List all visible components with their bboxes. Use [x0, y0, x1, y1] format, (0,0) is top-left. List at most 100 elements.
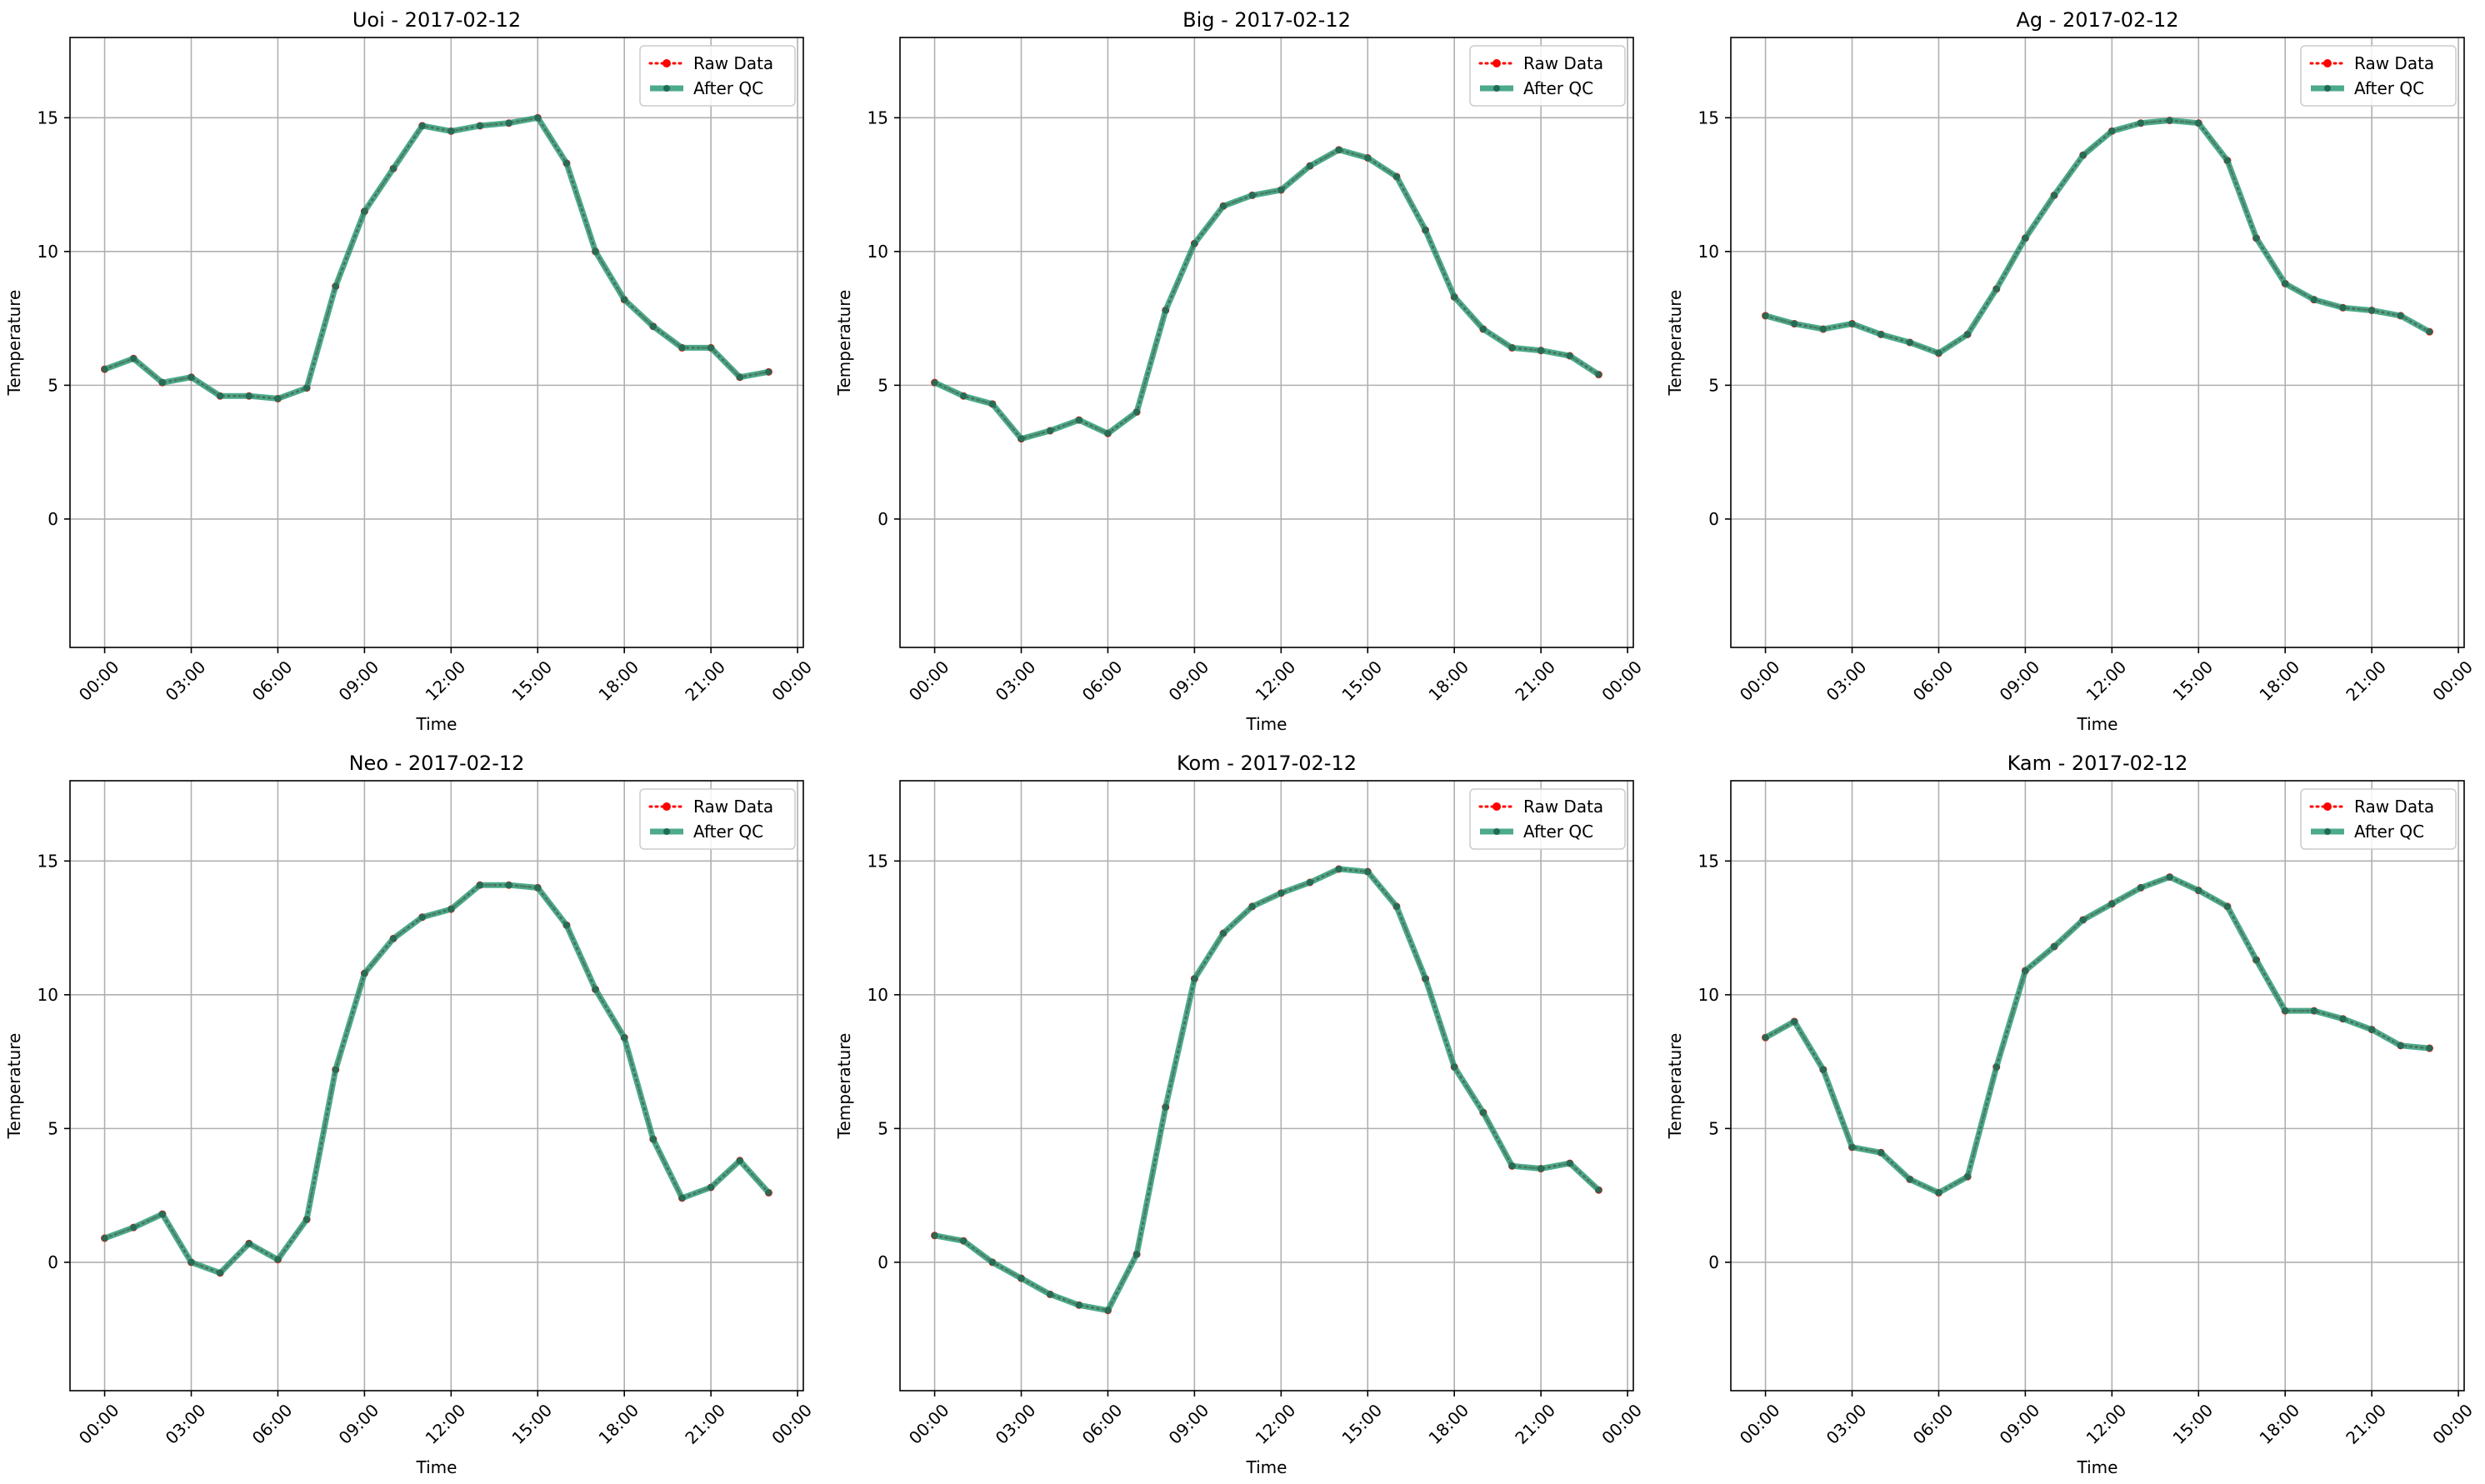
y-tick-label: 10: [1698, 985, 1719, 1005]
x-tick-label: 18:00: [1424, 1400, 1472, 1448]
y-tick-label: 0: [48, 509, 58, 529]
after-qc-point: [649, 322, 657, 330]
axes-frame: [899, 37, 1634, 648]
axes-frame: [1730, 37, 2465, 648]
x-tick-label: 00:00: [1598, 657, 1646, 705]
y-tick-label: 0: [1708, 1252, 1719, 1272]
x-tick-label: 21:00: [1511, 657, 1559, 705]
legend-raw-marker: [662, 802, 671, 811]
legend-qc-label: After QC: [1523, 78, 1593, 98]
legend-qc-label: After QC: [693, 78, 763, 98]
y-tick-label: 5: [48, 375, 58, 395]
x-tick-label: 12:00: [2082, 1400, 2131, 1448]
axes-frame: [69, 37, 804, 648]
x-tick-label: 15:00: [508, 657, 556, 705]
x-tick-label: 00:00: [2428, 657, 2477, 705]
raw-data-overlay-dots: [934, 867, 1600, 1312]
x-axis-label: Time: [416, 714, 458, 734]
y-tick-label: 5: [1708, 375, 1719, 395]
x-tick-label: 00:00: [1736, 657, 1784, 705]
x-tick-label: 06:00: [248, 657, 297, 705]
legend-qc-label: After QC: [2354, 822, 2424, 842]
after-qc-point: [1335, 146, 1342, 153]
x-tick-label: 09:00: [1165, 657, 1213, 705]
after-qc-point: [765, 1189, 772, 1197]
after-qc-point: [1392, 902, 1400, 910]
after-qc-point: [765, 368, 772, 376]
legend-raw-marker: [1492, 802, 1501, 811]
after-qc-point: [217, 392, 224, 400]
after-qc-point: [1848, 1143, 1856, 1151]
after-qc-point: [931, 379, 938, 387]
legend-raw-label: Raw Data: [1523, 53, 1603, 73]
y-tick-label: 0: [878, 1252, 888, 1272]
after-qc-point: [1018, 435, 1025, 442]
after-qc-point: [1422, 227, 1429, 234]
chart-title: Ag - 2017-02-12: [2016, 8, 2178, 32]
after-qc-point: [274, 395, 282, 402]
after-qc-point: [1992, 1063, 2000, 1071]
after-qc-point: [505, 119, 512, 127]
x-tick-label: 12:00: [422, 1400, 470, 1448]
after-qc-point: [2368, 307, 2376, 314]
subplot-3: 00:00 03:00 06:00 09:00 12:00 15:00 18:00 21:00…: [1665, 8, 2477, 734]
x-tick-label: 21:00: [2342, 657, 2390, 705]
legend-qc-label: After QC: [1523, 822, 1593, 842]
x-tick-label: 00:00: [75, 657, 123, 705]
y-tick-label: 10: [1698, 242, 1719, 262]
x-tick-label: 06:00: [248, 1400, 297, 1448]
x-tick-label: 03:00: [1822, 1400, 1871, 1448]
subplot-5: 00:00 03:00 06:00 09:00 12:00 15:00 18:00 21:00…: [834, 752, 1646, 1477]
after-qc-point: [2282, 280, 2289, 287]
plot-area: [900, 37, 1633, 647]
plot-area: [1731, 781, 2464, 1391]
after-qc-point: [2022, 967, 2029, 974]
x-tick-label: 12:00: [2082, 657, 2131, 705]
x-tick-label: 00:00: [768, 657, 816, 705]
chart-title: Neo - 2017-02-12: [349, 752, 525, 775]
after-qc-point: [1538, 1165, 1545, 1172]
y-axis-label: Temperature: [1665, 1033, 1685, 1140]
x-axis-label: Time: [1246, 1457, 1288, 1477]
y-tick-label: 10: [38, 985, 58, 1005]
legend: Raw Data After QC: [1469, 45, 1626, 107]
legend-qc-label: After QC: [2354, 78, 2424, 98]
plot-area: [1731, 37, 2464, 647]
legend-raw-label: Raw Data: [1523, 797, 1603, 817]
y-tick-label: 15: [38, 107, 58, 127]
y-tick-label: 15: [1698, 851, 1719, 871]
axes-frame: [69, 780, 804, 1392]
x-tick-label: 00:00: [905, 1400, 953, 1448]
after-qc-point: [534, 114, 542, 122]
x-tick-label: 00:00: [905, 657, 953, 705]
after-qc-point: [2282, 1007, 2289, 1015]
legend-qc-marker: [1493, 85, 1500, 92]
legend: Raw Data After QC: [639, 788, 796, 850]
after-qc-point: [1878, 331, 1885, 338]
after-qc-point: [361, 207, 368, 215]
after-qc-point: [2252, 957, 2260, 964]
y-tick-label: 5: [48, 1118, 58, 1138]
x-tick-label: 15:00: [2168, 1400, 2217, 1448]
after-qc-point: [649, 1136, 657, 1143]
x-axis-label: Time: [2077, 1457, 2118, 1477]
x-tick-label: 21:00: [1511, 1400, 1559, 1448]
legend-raw-marker: [1492, 59, 1501, 67]
x-axis-label: Time: [1246, 714, 1288, 734]
legend: Raw Data After QC: [1469, 788, 1626, 850]
after-qc-point: [708, 344, 715, 352]
y-tick-label: 10: [868, 242, 888, 262]
x-tick-label: 00:00: [1736, 1400, 1784, 1448]
after-qc-point: [1191, 240, 1198, 247]
after-qc-point: [1162, 1103, 1169, 1111]
y-axis-label: Temperature: [834, 1033, 854, 1140]
axes-frame: [899, 780, 1634, 1392]
after-qc-point: [678, 1194, 686, 1202]
y-tick-label: 10: [868, 985, 888, 1005]
y-axis-label: Temperature: [4, 290, 24, 397]
after-qc-point: [476, 122, 483, 129]
x-tick-label: 00:00: [2428, 1400, 2477, 1448]
x-tick-label: 15:00: [2168, 657, 2217, 705]
after-qc-point: [2223, 902, 2231, 910]
after-qc-point: [1538, 347, 1545, 354]
